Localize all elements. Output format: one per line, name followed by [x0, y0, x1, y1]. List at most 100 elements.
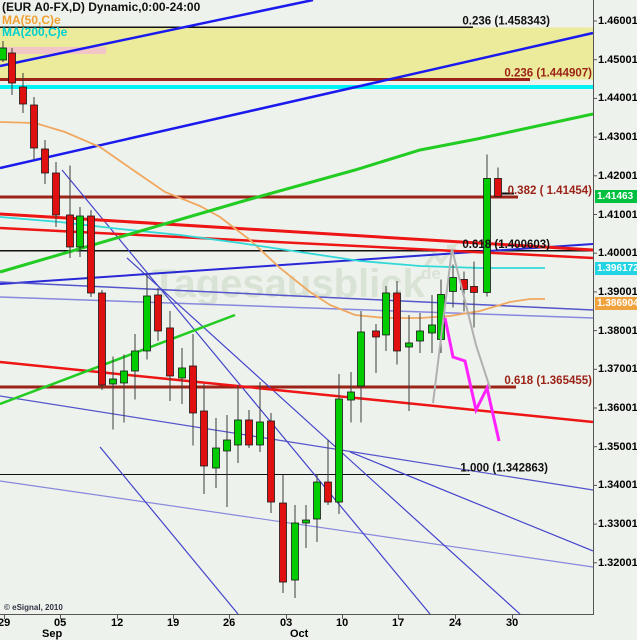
- date-axis-label: 26: [223, 617, 236, 629]
- candle-up: [178, 367, 186, 379]
- price-axis-label: 1.450015: [598, 53, 637, 66]
- candle-down: [98, 292, 106, 386]
- fib-level-label: 0.236 (1.444907): [504, 67, 592, 79]
- candle-up: [449, 277, 457, 292]
- candle-up: [0, 47, 7, 61]
- candle-up: [428, 324, 436, 334]
- chart-title: (EUR A0-FX,D) Dynamic,0:00-24:00: [2, 0, 201, 14]
- fib-level-label: 0.618 (1.365455): [504, 375, 592, 387]
- candle-up: [131, 350, 139, 372]
- candle-up: [234, 419, 242, 446]
- red-resistance-2: [0, 226, 594, 260]
- candle-up: [357, 331, 365, 387]
- candle-down: [267, 420, 275, 503]
- candle-up: [382, 292, 390, 336]
- candle-up: [76, 215, 84, 248]
- price-axis-label: 1.430014: [598, 131, 637, 144]
- ma200-legend-label: MA(200,C)e: [2, 25, 68, 39]
- date-axis-label: 19: [167, 617, 180, 629]
- blue-steep-1: [61, 169, 431, 615]
- price-axis-label: 1.410014: [598, 208, 637, 221]
- gray-zigzag-line: [432, 248, 491, 404]
- candle-down: [154, 294, 162, 332]
- candle-down: [30, 104, 38, 149]
- candle-up: [405, 342, 413, 348]
- blue-steep-4: [349, 451, 594, 552]
- copyright-text: © eSignal, 2010: [4, 603, 63, 612]
- candle-down: [200, 410, 208, 467]
- red-resistance-1: [0, 212, 594, 252]
- candle-up: [483, 178, 491, 293]
- price-axis-label: 1.390014: [598, 285, 637, 298]
- watermark-text: Tagesausblick: [152, 262, 425, 306]
- date-axis-label: 24: [449, 617, 462, 629]
- candle-down: [41, 148, 49, 174]
- date-axis-label: 30: [506, 617, 519, 629]
- candle-down: [166, 327, 174, 377]
- candle-down: [279, 502, 287, 583]
- fib-level-label: 0.236 (1.458343): [462, 15, 550, 27]
- blue-uptrend-long: [0, 31, 594, 170]
- ma50-value-badge: 1.386904: [595, 297, 637, 311]
- candle-down: [189, 365, 197, 414]
- price-axis-label: 1.440014: [598, 92, 637, 105]
- month-axis-label: Sep: [42, 628, 63, 640]
- candle-down: [19, 86, 27, 105]
- candle-up: [347, 391, 355, 401]
- blue-fan-3: [0, 395, 594, 491]
- last-price-badge: 1.41463: [595, 190, 637, 204]
- candle-up: [302, 519, 310, 524]
- green-support-short: [0, 313, 236, 406]
- price-axis-label: 1.420014: [598, 169, 637, 182]
- blue-steep-3: [126, 257, 521, 615]
- fib-level-label: 1.000 (1.342863): [460, 462, 548, 474]
- candle-down: [245, 419, 253, 446]
- candle-down: [470, 286, 478, 293]
- fib-level-label: 0.618 (1.400603): [462, 239, 550, 251]
- date-axis-label: 29: [0, 617, 11, 629]
- price-axis-label: 1.370014: [598, 363, 637, 376]
- ma50-legend-label: MA(50,C)e: [2, 13, 61, 27]
- candle-up: [120, 370, 128, 384]
- green-uptrend-long: [0, 112, 594, 274]
- candle-down: [494, 178, 502, 198]
- candle-up: [256, 421, 264, 446]
- candle-up: [212, 447, 220, 469]
- candle-up: [143, 295, 151, 352]
- price-axis-label: 1.380014: [598, 324, 637, 337]
- fib-level-label: 0.382 ( 1.41454): [508, 185, 593, 197]
- candle-up: [416, 330, 424, 342]
- watermark-suffix: de: [421, 264, 441, 283]
- date-axis-label: 17: [392, 617, 405, 629]
- candle-up: [109, 378, 117, 385]
- candle-down: [66, 214, 74, 248]
- price-axis-label: 1.360014: [598, 402, 637, 414]
- date-axis-label: 05: [54, 617, 67, 629]
- candle-down: [8, 52, 16, 84]
- magenta-projection-line: [443, 317, 501, 442]
- candle-up: [223, 439, 231, 452]
- month-axis-label: Oct: [290, 628, 309, 640]
- blue-fan-1: [0, 281, 594, 311]
- blue-uptrend-top: [0, 0, 314, 68]
- price-axis-label: 1.350014: [598, 440, 637, 453]
- date-axis-label: 10: [336, 617, 349, 629]
- price-axis-label: 1.320013: [598, 556, 637, 569]
- price-axis-label: 1.340013: [598, 479, 637, 492]
- candle-down: [393, 292, 401, 352]
- price-axis-label: 1.330013: [598, 518, 637, 531]
- blue-steep-2: [99, 446, 239, 615]
- date-axis-label: 12: [111, 617, 124, 629]
- price-axis-label: 1.460015: [598, 15, 637, 27]
- blue-uptrend-mid: [0, 242, 594, 285]
- candle-down: [324, 481, 332, 503]
- price-axis-label: 1.400014: [598, 247, 637, 260]
- candle-up: [335, 398, 343, 503]
- candle-down: [52, 172, 60, 216]
- ma50-line: [0, 121, 545, 319]
- ma200-value-badge: 1.396172: [595, 261, 637, 275]
- candle-up: [313, 481, 321, 520]
